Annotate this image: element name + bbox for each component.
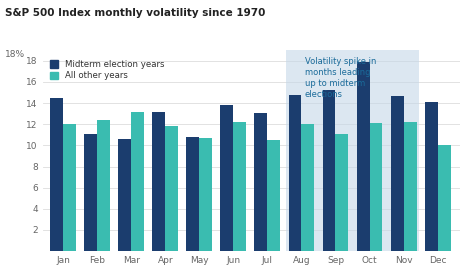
Bar xyxy=(336,134,348,251)
Bar xyxy=(131,112,144,251)
Text: 18%: 18% xyxy=(5,50,25,59)
Bar xyxy=(267,140,280,251)
Bar xyxy=(438,145,451,251)
Bar xyxy=(199,138,212,251)
Bar xyxy=(152,112,165,251)
Bar xyxy=(403,122,417,251)
Bar xyxy=(165,126,178,251)
Bar xyxy=(118,139,131,251)
Text: Volatility spike in
months leading
up to midterm
elections: Volatility spike in months leading up to… xyxy=(305,57,376,99)
Bar xyxy=(286,50,419,251)
Bar xyxy=(63,124,76,251)
Bar xyxy=(370,123,383,251)
Bar xyxy=(356,62,370,251)
Bar xyxy=(186,137,199,251)
Bar xyxy=(97,120,110,251)
Bar xyxy=(255,113,267,251)
Bar xyxy=(233,122,246,251)
Bar xyxy=(425,102,438,251)
Text: S&P 500 Index monthly volatility since 1970: S&P 500 Index monthly volatility since 1… xyxy=(5,8,265,18)
Bar xyxy=(50,98,63,251)
Bar xyxy=(391,96,403,251)
Bar xyxy=(322,90,336,251)
Legend: Midterm election years, All other years: Midterm election years, All other years xyxy=(47,57,168,84)
Bar xyxy=(289,95,301,251)
Bar xyxy=(220,105,233,251)
Bar xyxy=(301,124,314,251)
Bar xyxy=(84,134,97,251)
